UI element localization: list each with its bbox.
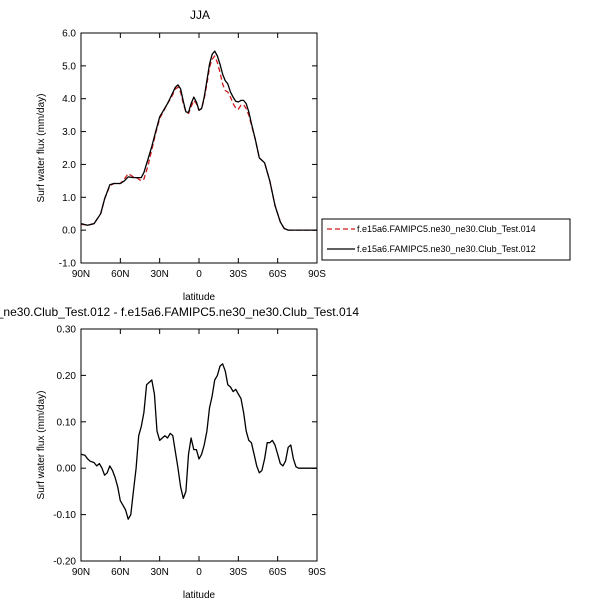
chart-bottom-ylabel: Surf water flux (mm/day)	[36, 391, 47, 500]
chart-top-legend: f.e15a6.FAMIPC5.ne30_ne30.Club_Test.014 …	[321, 218, 571, 261]
chart-bottom-series-group	[80, 363, 317, 520]
chart-top-ytick-label: 2.0	[62, 160, 76, 171]
legend-label-series-2: f.e15a6.FAMIPC5.ne30_ne30.Club_Test.012	[357, 244, 536, 254]
chart-bottom-ytick-label: 0.30	[57, 325, 77, 336]
chart-bottom-xtick-label: 60S	[269, 567, 287, 578]
chart-bottom-ytick-label: -0.10	[53, 510, 76, 521]
chart-bottom-xtick-label: 60N	[111, 567, 129, 578]
chart-top-xlabel: latitude	[183, 292, 216, 303]
chart-top-series-line-2	[80, 50, 317, 231]
chart-top-ytick-label: -1.0	[59, 259, 77, 270]
chart-top-x-axis: 90N 60N 30N 0 30S 60S 90S	[72, 33, 326, 280]
chart-top-series-line-1	[80, 55, 317, 231]
chart-top-xtick-label: 60N	[111, 269, 129, 280]
chart-bottom-ytick-label: 0.20	[57, 371, 77, 382]
chart-bottom-y-axis: -0.20 -0.10 0.00 0.10 0.20 0.30	[53, 325, 317, 568]
chart-top-ytick-label: 4.0	[62, 94, 76, 105]
chart-top-ytick-label: 1.0	[62, 193, 76, 204]
chart-bottom-xtick-label: 30S	[229, 567, 247, 578]
chart-top-xtick-label: 60S	[269, 269, 287, 280]
chart-bottom-ytick-label: -0.20	[53, 557, 76, 568]
chart-bottom-xlabel: latitude	[183, 590, 216, 601]
chart-top-title: JJA	[190, 8, 210, 22]
chart-bottom-series-line-1	[80, 363, 317, 520]
chart-top-ytick-label: 6.0	[62, 29, 76, 40]
chart-bottom-ytick-label: 0.00	[57, 464, 77, 475]
chart-bottom-x-axis: 90N 60N 30N 0 30S 60S 90S	[72, 329, 326, 578]
chart-top-ytick-label: 3.0	[62, 127, 76, 138]
chart-bottom-xtick-label: 30N	[150, 567, 168, 578]
chart-top-plot-frame	[80, 32, 318, 264]
chart-bottom: f.e15a6.FAMIPC5.ne30_ne30.Club_Test.012 …	[0, 305, 359, 601]
legend-box	[321, 218, 571, 261]
chart-top-series-group	[80, 50, 317, 231]
chart-top-y-axis: -1.0 0.0 1.0 2.0 3.0 4.0 5.0 6.0	[59, 29, 317, 270]
chart-bottom-plot-frame	[80, 328, 318, 562]
chart-bottom-xtick-label: 90S	[308, 567, 326, 578]
chart-top-ytick-label: 0.0	[62, 226, 76, 237]
chart-top: JJA -1.0 0.0 1.0 2.0 3.0 4.0 5.0 6.0 90N 60N 30N 0…	[36, 8, 571, 303]
chart-bottom-xtick-label: 0	[196, 567, 202, 578]
chart-top-ylabel: Surf water flux (mm/day)	[36, 94, 47, 203]
chart-bottom-title: f.e15a6.FAMIPC5.ne30_ne30.Club_Test.012 …	[0, 305, 359, 319]
legend-label-series-1: f.e15a6.FAMIPC5.ne30_ne30.Club_Test.014	[357, 224, 536, 234]
chart-bottom-xtick-label: 90N	[72, 567, 90, 578]
chart-top-xtick-label: 90S	[308, 269, 326, 280]
chart-bottom-ytick-label: 0.10	[57, 417, 77, 428]
chart-top-xtick-label: 0	[196, 269, 202, 280]
chart-top-xtick-label: 30N	[150, 269, 168, 280]
chart-top-xtick-label: 30S	[229, 269, 247, 280]
chart-top-xtick-label: 90N	[72, 269, 90, 280]
chart-top-ytick-label: 5.0	[62, 61, 76, 72]
